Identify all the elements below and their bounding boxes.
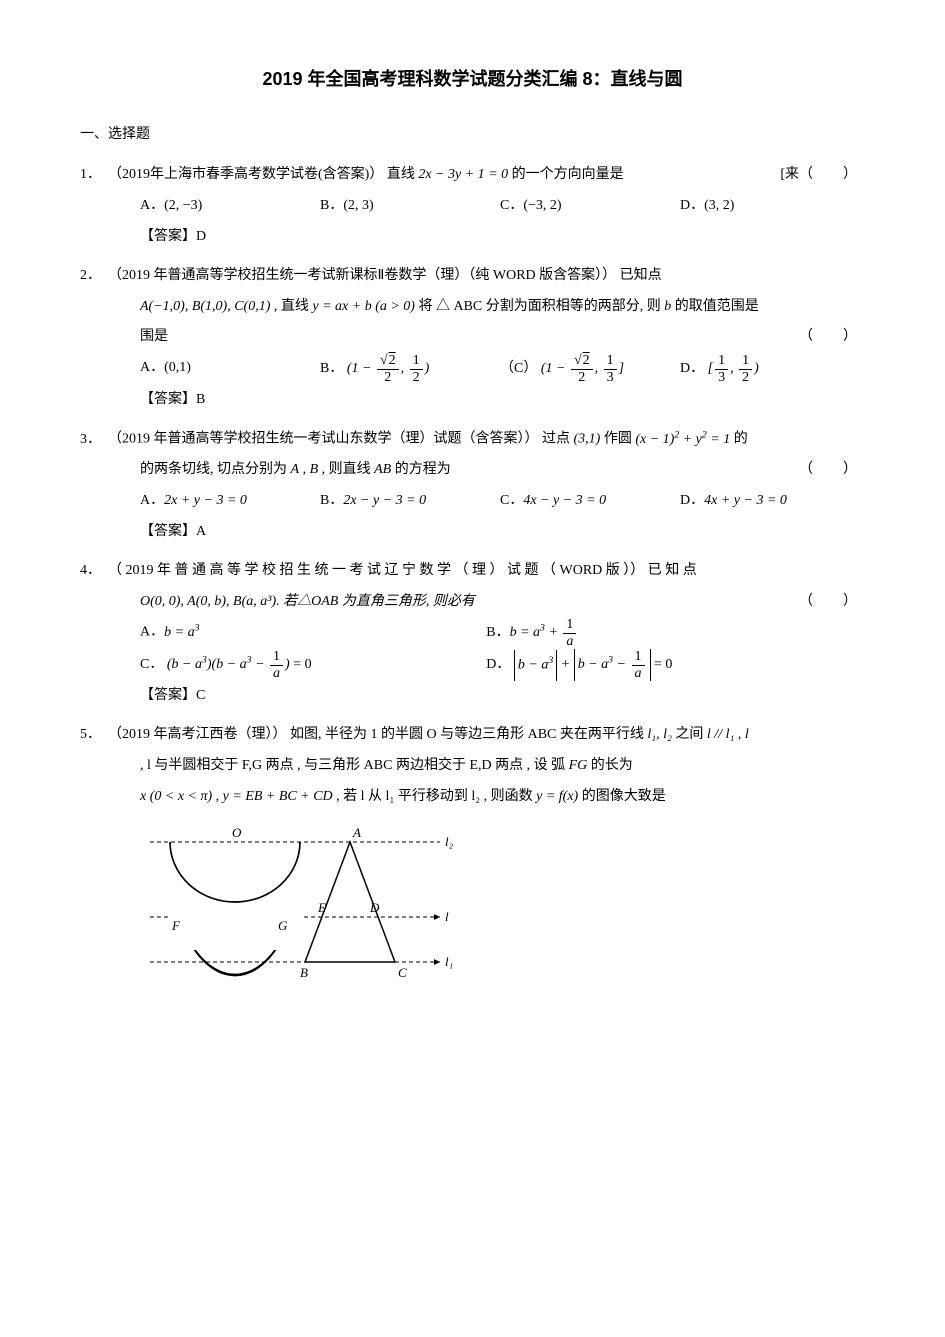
option-d: D．(3, 2): [680, 191, 840, 222]
answer: 【答案】D: [140, 222, 865, 253]
problem-number: 4．: [80, 556, 108, 587]
answer-blank: （ ）: [799, 322, 865, 353]
problem-2: 2． （2019 年普通高等学校招生统一考试新课标Ⅱ卷数学（理）（纯 WORD …: [80, 261, 865, 416]
answer: 【答案】C: [140, 681, 865, 712]
label-e: E: [317, 900, 326, 915]
option-a: A．b = a3: [140, 617, 466, 649]
label-c: C: [398, 965, 407, 980]
stem-text: 的图像大致是: [582, 789, 666, 804]
stem-text: 作圆: [604, 432, 636, 447]
stem-text: 的两条切线, 切点分别为: [140, 462, 291, 477]
label-o: O: [232, 825, 242, 840]
problem-3: 3． （2019 年普通高等学校招生统一考试山东数学（理）试题（含答案）） 过点…: [80, 424, 865, 548]
problem-number: 5．: [80, 720, 108, 751]
problem-1: 1． （2019年上海市春季高考数学试卷(含答案)） 直线 2x − 3y + …: [80, 160, 865, 252]
problem-5: 5． （2019 年高考江西卷（理）） 如图, 半径为 1 的半圆 O 与等边三…: [80, 720, 865, 995]
label-g: G: [278, 918, 288, 933]
option-c: （C） (1 − √22, 13]: [500, 353, 660, 385]
lines: l₁, l₂: [647, 727, 672, 742]
line-eq: y = ax + b (a > 0): [312, 299, 415, 314]
stem-text: 过点: [542, 432, 574, 447]
fragment: [来: [780, 160, 799, 191]
equation: 2x − 3y + 1 = 0: [418, 167, 508, 182]
circle-eq: (x − 1)2 + y2 = 1: [635, 432, 733, 447]
page-title: 2019 年全国高考理科数学试题分类汇编 8：直线与圆: [80, 60, 865, 100]
stem-text: , 直线: [274, 299, 313, 314]
options-row: A．2x + y − 3 = 0 B．2x − y − 3 = 0 C．4x −…: [140, 486, 865, 517]
stem-text: ,: [216, 789, 223, 804]
label-b: B: [300, 965, 308, 980]
label-a: A: [352, 825, 361, 840]
options-row: A．(0,1) B． (1 − √22, 12) （C） (1 − √22, 1…: [140, 353, 865, 385]
x-range: x (0 < x < π): [140, 789, 212, 804]
answer-blank: （ ）: [799, 587, 865, 618]
label-l2: l₂: [445, 834, 454, 849]
stem-text: 的一个方向向量是: [512, 167, 624, 182]
option-c: C．(−3, 2): [500, 191, 660, 222]
stem-text: 的长为: [591, 758, 633, 773]
options-row: A．(2, −3) B．(2, 3) C．(−3, 2) D．(3, 2): [140, 191, 865, 222]
options-grid: A．b = a3 B．b = a3 + 1a C． (b − a3)(b − a…: [140, 617, 865, 681]
point: (3,1): [574, 432, 601, 447]
problem-source: （2019 年高考江西卷（理））: [108, 727, 287, 742]
stem-text: , 若 l 从 l₁ 平行移动到 l₂ , 则函数: [336, 789, 536, 804]
line-ab: AB: [374, 462, 391, 477]
option-b: B．2x − y − 3 = 0: [320, 486, 480, 517]
option-d: D．4x + y − 3 = 0: [680, 486, 840, 517]
answer: 【答案】B: [140, 385, 865, 416]
problem-number: 1．: [80, 160, 108, 191]
stem-text: 的方程为: [395, 462, 451, 477]
option-a: A．(0,1): [140, 353, 300, 385]
option-d: D． b − a3 + b − a3 − 1a = 0: [486, 649, 812, 681]
stem-text: 如图, 半径为 1 的半圆 O 与等边三角形 ABC 夹在两平行线: [290, 727, 647, 742]
y-fx: y = f(x): [536, 789, 578, 804]
option-a: A．(2, −3): [140, 191, 300, 222]
stem-text: 的取值范围是: [675, 299, 759, 314]
problem-source: （2019 年普通高等学校招生统一考试新课标Ⅱ卷数学（理）（纯 WORD 版含答…: [108, 268, 616, 283]
answer: 【答案】A: [140, 517, 865, 548]
pt-a: A: [291, 462, 300, 477]
problem-number: 3．: [80, 425, 108, 456]
stem-text: 已知点: [620, 268, 662, 283]
option-c: C． (b − a3)(b − a3 − 1a) = 0: [140, 649, 466, 681]
option-b: B． (1 − √22, 12): [320, 353, 480, 385]
comma: ,: [303, 462, 310, 477]
problem-number: 2．: [80, 261, 108, 292]
stem-text: 分割为面积相等的两部分, 则: [486, 299, 665, 314]
stem-text: 已 知 点: [648, 563, 697, 578]
points: A(−1,0), B(1,0), C(0,1): [140, 299, 270, 314]
option-b: B．b = a3 + 1a: [486, 617, 812, 649]
arc-fg: FG: [569, 758, 588, 773]
pt-b: B: [310, 462, 319, 477]
option-c: C．4x − y − 3 = 0: [500, 486, 660, 517]
label-f: F: [171, 918, 181, 933]
problem-4: 4． （ 2019 年 普 通 高 等 学 校 招 生 统 一 考 试 辽 宁 …: [80, 556, 865, 712]
stem-text: 直线: [387, 167, 419, 182]
var-b: b: [664, 299, 671, 314]
parallel: l // l₁: [707, 727, 734, 742]
stem-text: , 则直线: [322, 462, 375, 477]
option-d: D． [13, 12): [680, 353, 840, 385]
stem-text: , l 与半圆相交于 F,G 两点 , 与三角形 ABC 两边相交于 E,D 两…: [140, 758, 569, 773]
section-heading: 一、选择题: [80, 120, 865, 151]
answer-blank: （ ）: [799, 160, 865, 191]
option-b: B．(2, 3): [320, 191, 480, 222]
problem-source: （ 2019 年 普 通 高 等 学 校 招 生 统 一 考 试 辽 宁 数 学…: [108, 563, 644, 578]
answer-blank: （ ）: [799, 455, 865, 486]
problem-source: （2019年上海市春季高考数学试卷(含答案)）: [108, 167, 383, 182]
label-l: l: [445, 909, 449, 924]
option-a: A．2x + y − 3 = 0: [140, 486, 300, 517]
label-d: D: [369, 900, 380, 915]
triangle: ABC: [453, 299, 482, 314]
y-eq: y = EB + BC + CD: [223, 789, 333, 804]
figure-diagram: O A l₂ F G E D l B C l₁: [140, 822, 865, 995]
stem-text: 将 △: [418, 299, 450, 314]
label-l1: l₁: [445, 954, 453, 969]
stem-text: 之间: [675, 727, 707, 742]
points-line: O(0, 0), A(0, b), B(a, a³). 若△OAB 为直角三角形…: [140, 594, 475, 609]
problem-source: （2019 年普通高等学校招生统一考试山东数学（理）试题（含答案））: [108, 432, 539, 447]
